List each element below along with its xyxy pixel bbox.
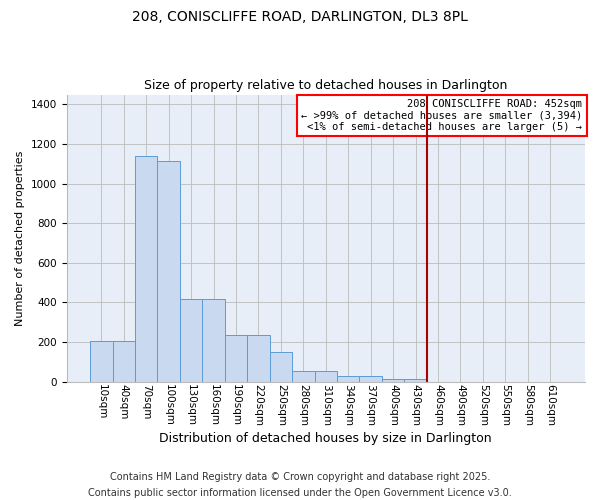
Bar — [113, 340, 135, 382]
Bar — [90, 340, 113, 382]
Y-axis label: Number of detached properties: Number of detached properties — [15, 150, 25, 326]
Bar — [157, 161, 180, 382]
X-axis label: Distribution of detached houses by size in Darlington: Distribution of detached houses by size … — [160, 432, 492, 445]
Text: Contains public sector information licensed under the Open Government Licence v3: Contains public sector information licen… — [88, 488, 512, 498]
Text: 208 CONISCLIFFE ROAD: 452sqm
← >99% of detached houses are smaller (3,394)
<1% o: 208 CONISCLIFFE ROAD: 452sqm ← >99% of d… — [301, 99, 583, 132]
Bar — [382, 379, 404, 382]
Bar — [337, 376, 359, 382]
Bar — [314, 371, 337, 382]
Bar — [269, 352, 292, 382]
Text: 208, CONISCLIFFE ROAD, DARLINGTON, DL3 8PL: 208, CONISCLIFFE ROAD, DARLINGTON, DL3 8… — [132, 10, 468, 24]
Bar — [202, 298, 225, 382]
Text: Contains HM Land Registry data © Crown copyright and database right 2025.: Contains HM Land Registry data © Crown c… — [110, 472, 490, 482]
Bar — [180, 298, 202, 382]
Title: Size of property relative to detached houses in Darlington: Size of property relative to detached ho… — [144, 79, 508, 92]
Bar — [292, 371, 314, 382]
Bar — [135, 156, 157, 382]
Bar — [404, 379, 427, 382]
Bar — [359, 376, 382, 382]
Bar — [225, 334, 247, 382]
Bar — [247, 334, 269, 382]
